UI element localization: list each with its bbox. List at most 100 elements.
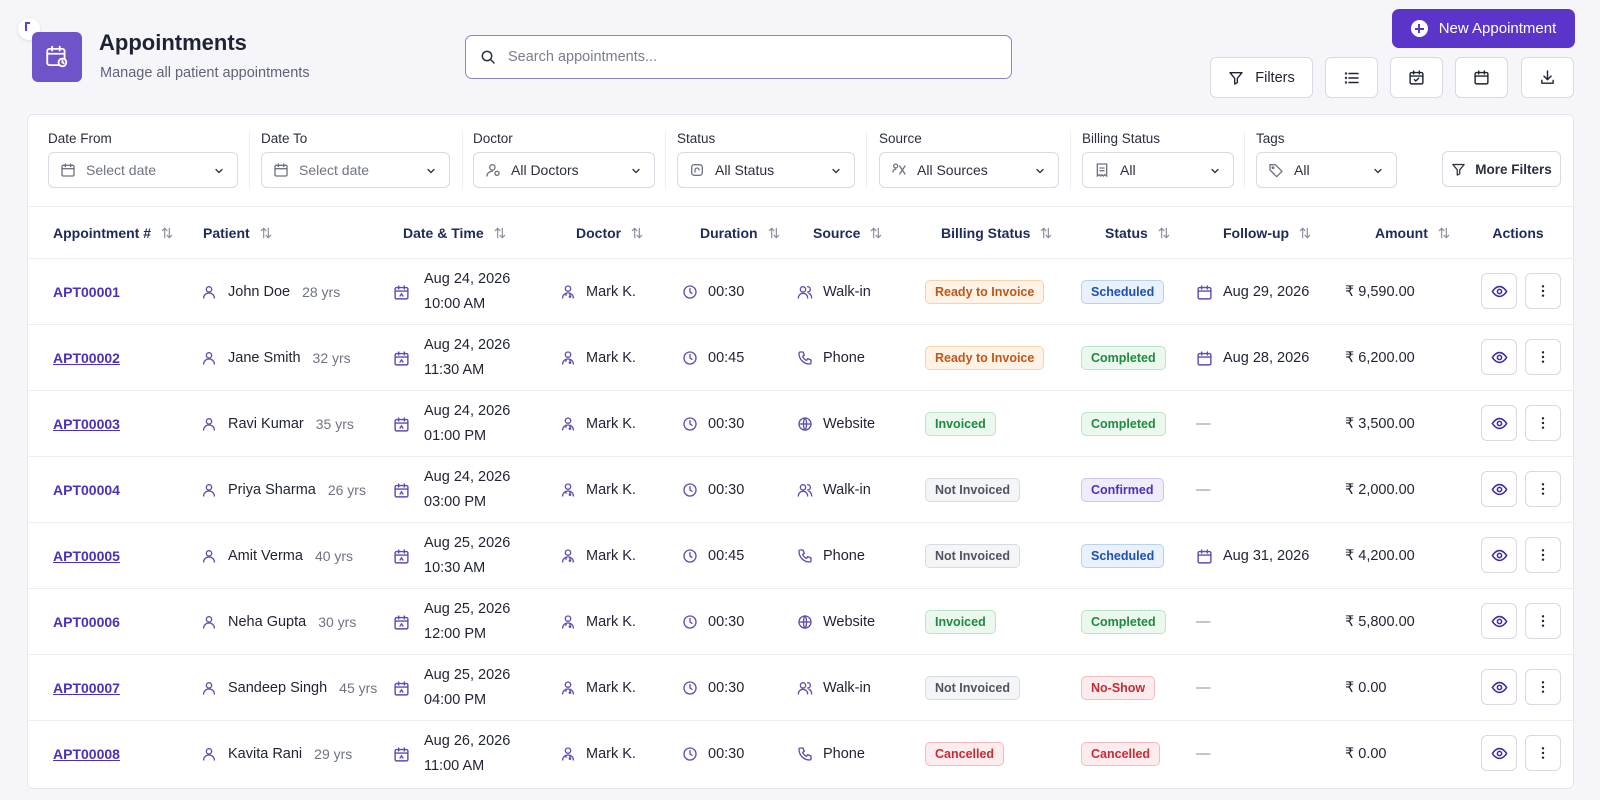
- column-header-label: Source: [813, 225, 861, 241]
- amount-value: ₹ 3,500.00: [1345, 416, 1415, 432]
- appointment-id-link[interactable]: APT00001: [53, 284, 120, 300]
- doctor-icon: [560, 746, 576, 762]
- datetime-cell: Aug 26, 2026 11:00 AM: [393, 721, 510, 787]
- source-value: All Sources: [917, 162, 988, 178]
- appointment-id-link[interactable]: APT00003: [53, 416, 120, 432]
- list-view-button[interactable]: [1325, 57, 1378, 98]
- more-actions-button[interactable]: [1525, 405, 1561, 441]
- doctor-icon: [560, 548, 576, 564]
- column-header-billing-status[interactable]: Billing Status: [941, 207, 1053, 259]
- appointment-time: 04:00 PM: [424, 692, 487, 708]
- datetime-cell: Aug 24, 2026 01:00 PM: [393, 391, 510, 457]
- view-button[interactable]: [1481, 405, 1517, 441]
- view-button[interactable]: [1481, 273, 1517, 309]
- billing-status-cell: Not Invoiced: [925, 457, 1021, 523]
- more-actions-button[interactable]: [1525, 537, 1561, 573]
- more-actions-button[interactable]: [1525, 669, 1561, 705]
- date-to-select[interactable]: Select date: [261, 152, 450, 188]
- doctor-cell: Mark K.: [560, 259, 636, 325]
- more-actions-button[interactable]: [1525, 603, 1561, 639]
- source-cell: Phone: [797, 325, 865, 391]
- column-header-duration[interactable]: Duration: [700, 207, 781, 259]
- column-header-source[interactable]: Source: [813, 207, 883, 259]
- filters-button[interactable]: Filters: [1210, 57, 1313, 98]
- filter-status: Status All Status: [677, 131, 855, 188]
- amount-cell: ₹ 9,590.00: [1345, 259, 1415, 325]
- new-appointment-button[interactable]: New Appointment: [1392, 9, 1575, 48]
- amount-cell: ₹ 0.00: [1345, 655, 1386, 721]
- patient-cell: Sandeep Singh 45 yrs: [201, 655, 377, 721]
- calendar-icon: [393, 614, 410, 631]
- billing-status-cell: Not Invoiced: [925, 655, 1021, 721]
- more-filters-button[interactable]: More Filters: [1442, 151, 1561, 187]
- column-header-doctor[interactable]: Doctor: [576, 207, 644, 259]
- doctor-select[interactable]: All Doctors: [473, 152, 655, 188]
- search-input[interactable]: [508, 49, 988, 65]
- appointment-id-link[interactable]: APT00008: [53, 746, 120, 762]
- followup-date: Aug 29, 2026: [1223, 284, 1310, 300]
- amount-cell: ₹ 5,800.00: [1345, 589, 1415, 655]
- date-from-select[interactable]: Select date: [48, 152, 238, 188]
- column-header-status[interactable]: Status: [1105, 207, 1171, 259]
- appointment-id-link[interactable]: APT00007: [53, 680, 120, 696]
- appointment-date: Aug 24, 2026: [424, 337, 511, 353]
- appointment-id-link[interactable]: APT00006: [53, 614, 120, 630]
- source-value: Phone: [823, 548, 865, 564]
- appointment-date: Aug 25, 2026: [424, 535, 511, 551]
- billing-status-cell: Ready to Invoice: [925, 325, 1045, 391]
- status-cell: Scheduled: [1081, 523, 1165, 589]
- view-button[interactable]: [1481, 471, 1517, 507]
- filter-icon: [1228, 70, 1244, 86]
- view-button[interactable]: [1481, 669, 1517, 705]
- more-actions-button[interactable]: [1525, 273, 1561, 309]
- appointment-time: 11:30 AM: [424, 362, 485, 378]
- column-header-follow-up[interactable]: Follow-up: [1223, 207, 1312, 259]
- eye-icon: [1491, 481, 1508, 498]
- status-badge: Completed: [1081, 412, 1166, 436]
- appointment-id-link[interactable]: APT00004: [53, 482, 120, 498]
- more-actions-button[interactable]: [1525, 339, 1561, 375]
- filter-divider: [249, 131, 250, 189]
- status-select[interactable]: All Status: [677, 152, 855, 188]
- patient-name: Neha Gupta: [228, 614, 307, 630]
- column-header-appointment[interactable]: Appointment #: [53, 207, 174, 259]
- calendar-check-view-button[interactable]: [1390, 57, 1443, 98]
- calendar-icon: [393, 548, 410, 565]
- column-header-date-time[interactable]: Date & Time: [403, 207, 507, 259]
- appointment-id-link[interactable]: APT00002: [53, 350, 120, 366]
- status-badge: No-Show: [1081, 676, 1156, 700]
- billing-status-badge: Not Invoiced: [925, 544, 1021, 568]
- calendar-view-button[interactable]: [1455, 57, 1508, 98]
- chevron-down-icon: [213, 165, 225, 177]
- column-header-amount[interactable]: Amount: [1375, 207, 1451, 259]
- download-button[interactable]: [1521, 57, 1574, 98]
- source-value: Phone: [823, 350, 865, 366]
- view-button[interactable]: [1481, 603, 1517, 639]
- clock-icon: [682, 548, 698, 564]
- source-cell: Website: [797, 391, 875, 457]
- source-label: Source: [879, 131, 922, 146]
- more-actions-button[interactable]: [1525, 471, 1561, 507]
- sort-icon: [1157, 226, 1171, 240]
- appointment-id-link[interactable]: APT00005: [53, 548, 120, 564]
- column-header-patient[interactable]: Patient: [203, 207, 273, 259]
- tags-select[interactable]: All: [1256, 152, 1397, 188]
- view-button[interactable]: [1481, 735, 1517, 771]
- patient-cell: Ravi Kumar 35 yrs: [201, 391, 354, 457]
- datetime-stack: Aug 24, 2026 11:30 AM: [424, 333, 510, 383]
- globe-icon: [797, 416, 813, 432]
- view-button[interactable]: [1481, 537, 1517, 573]
- status-value: All Status: [715, 162, 775, 178]
- status-label: Status: [677, 131, 716, 146]
- patient-cell: Neha Gupta 30 yrs: [201, 589, 356, 655]
- more-actions-button[interactable]: [1525, 735, 1561, 771]
- search-box[interactable]: [465, 35, 1012, 79]
- source-value: Website: [823, 614, 876, 630]
- datetime-cell: Aug 25, 2026 04:00 PM: [393, 655, 510, 721]
- date-from-value: Select date: [86, 162, 157, 178]
- datetime-cell: Aug 25, 2026 10:30 AM: [393, 523, 510, 589]
- source-select[interactable]: All Sources: [879, 152, 1059, 188]
- view-button[interactable]: [1481, 339, 1517, 375]
- patient-icon: [201, 746, 217, 762]
- billing-status-select[interactable]: All: [1082, 152, 1234, 188]
